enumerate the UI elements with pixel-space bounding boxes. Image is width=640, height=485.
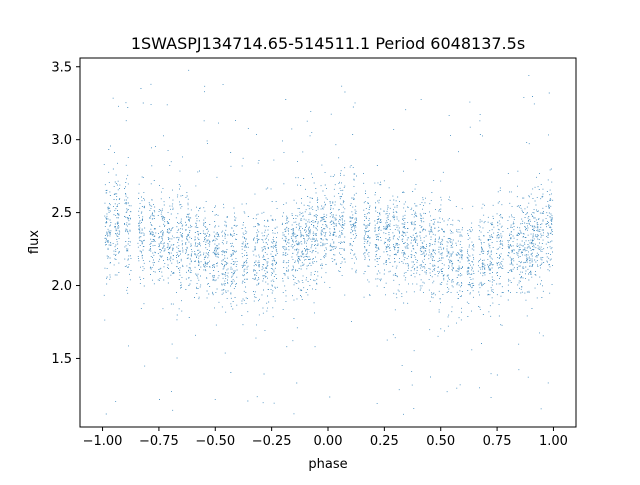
x-tick-label: 0.25 (370, 434, 399, 449)
scatter-points (103, 69, 554, 415)
y-tick-label: 3.5 (51, 60, 72, 75)
y-tick-label: 3.0 (51, 133, 72, 148)
x-tick-label: 0.75 (483, 434, 512, 449)
x-tick-label: 1.00 (539, 434, 568, 449)
x-tick-label: −0.25 (252, 434, 292, 449)
y-tick-label: 2.5 (51, 206, 72, 221)
x-axis-ticks: −1.00 −0.75 −0.50 −0.25 0.00 0.25 0.50 0.75 1.00 (83, 427, 568, 449)
x-tick-label: 0.50 (426, 434, 455, 449)
y-tick-label: 2.0 (51, 279, 72, 294)
x-tick-label: −0.75 (139, 434, 179, 449)
chart-title: 1SWASPJ134714.65-514511.1 Period 6048137… (131, 34, 525, 53)
y-tick-label: 1.5 (51, 352, 72, 367)
data-points (103, 69, 554, 415)
x-axis-label: phase (308, 457, 347, 472)
x-tick-label: −0.50 (195, 434, 235, 449)
x-tick-label: −1.00 (83, 434, 123, 449)
y-axis-label: flux (27, 230, 42, 254)
y-axis-ticks: 1.5 2.0 2.5 3.0 3.5 (51, 60, 80, 367)
x-tick-label: 0.00 (314, 434, 343, 449)
